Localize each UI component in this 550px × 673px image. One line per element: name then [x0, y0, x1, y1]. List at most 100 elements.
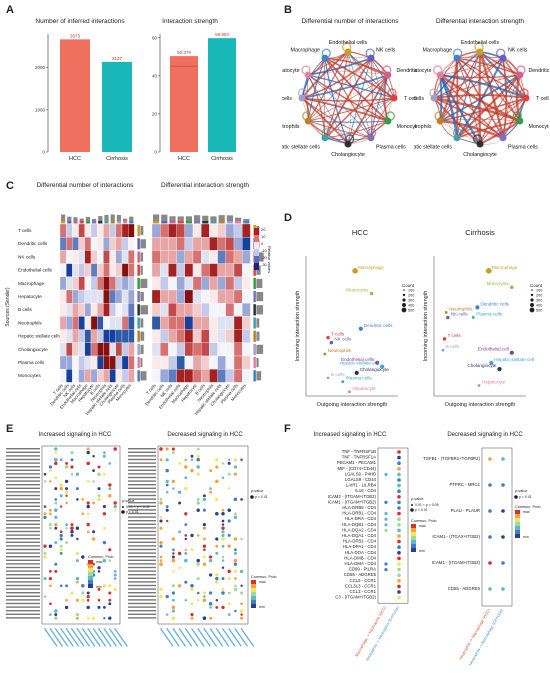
dotplot-e-dot [81, 498, 85, 501]
heatmap-cell [225, 316, 235, 330]
bar-value-label: 59.804 [215, 32, 229, 37]
heatmap-side-bar [140, 358, 143, 368]
heatmap-side-bar [256, 371, 262, 381]
dotplot-e-row-label [6, 588, 40, 590]
heatmap-cell [176, 263, 185, 277]
dotplot-e-dot [171, 447, 175, 451]
scatter-point-label: Endothelial cell [478, 347, 509, 352]
heatmap-cell [225, 250, 235, 264]
dotplot-e-dot [184, 548, 188, 552]
heatmap-cell [233, 342, 243, 357]
dotplot-e-row-label [128, 458, 156, 461]
dotplot-e-row-label [6, 480, 40, 482]
heatmap-cell [184, 303, 194, 317]
dotplot-e-row-label [128, 559, 156, 561]
scatter-point-label: Hepatocyte [482, 379, 506, 384]
dotplot-e-row-label [128, 487, 156, 489]
heatmap-cell [59, 342, 67, 357]
network-node-label: T cells [536, 96, 549, 102]
heatmap-cell [176, 223, 185, 238]
dotplot-e-left-color-min: min [96, 585, 102, 589]
dotplot-e-dot [233, 537, 238, 541]
scatter-point [352, 268, 358, 274]
dotplot-e-dot [234, 548, 237, 552]
heatmap-cell [72, 223, 79, 238]
heatmap-cell [184, 355, 194, 370]
heatmap-cell [192, 237, 202, 251]
heatmap-cell [151, 303, 161, 317]
x-tick-label: Cirrhosis [211, 156, 233, 162]
network-edge [433, 57, 458, 99]
dotplot-e-row-label [128, 527, 156, 529]
heatmap-side-bar [256, 265, 261, 275]
dotplot-e-dot [65, 501, 68, 505]
dotplot-e-dot [113, 504, 117, 509]
size-legend-dot [529, 307, 535, 313]
dotplot-e-dot [227, 577, 231, 581]
heatmap-cell [66, 355, 73, 370]
network-node [304, 117, 312, 125]
dotplot-f-left-color-title: Commun. Prob. [411, 519, 438, 523]
heatmap-cell [201, 289, 210, 304]
dotplot-e-dot [43, 505, 47, 509]
dotplot-e-col-label [103, 628, 118, 647]
heatmap-cell [97, 303, 104, 317]
size-legend-dot [531, 289, 533, 291]
heatmap-col-color [194, 221, 201, 224]
dotplot-e-row-label [128, 566, 156, 569]
network-edge [440, 118, 520, 122]
heatmap-col-color [210, 221, 217, 224]
dotplot-e-row-label [6, 462, 40, 464]
heatmap-cell [66, 276, 73, 291]
dotplot-f-dot [397, 500, 401, 505]
dotplot-e-row-label [6, 498, 40, 500]
network-node [522, 94, 530, 102]
dotplot-e-row-label [6, 617, 40, 619]
network-edge [478, 51, 505, 139]
heatmap-row-label: Plasma cells [18, 360, 45, 365]
dotplot-e-row-label [128, 480, 156, 482]
heatmap-cell [109, 369, 116, 383]
dotplot-e-dot [171, 537, 176, 541]
heatmap-cell [168, 303, 177, 317]
heatmap-cell [84, 342, 92, 357]
network-edge [308, 120, 372, 139]
dotplot-e-dot [240, 616, 244, 620]
dotplot-e-row-label [128, 581, 156, 583]
dotplot-e-dot [65, 526, 68, 530]
network-node-label: Dendritic cells [528, 68, 549, 74]
dotplot-f-dot [384, 528, 388, 532]
dotplot-f-right-color-min: min [523, 535, 529, 539]
dotplot-e-row-label [128, 574, 156, 576]
heatmap-cell [97, 369, 104, 383]
bar-chart-strength-title: Interaction strength [162, 18, 218, 25]
heatmap-cell [84, 303, 92, 317]
heatmap-cell [103, 276, 110, 291]
dotplot-e-dot [215, 458, 219, 462]
dotplot-e-dot [81, 512, 85, 516]
dotplot-e-dot [165, 505, 169, 508]
dotplot-e-dot [233, 558, 238, 563]
heatmap-row-color [253, 330, 256, 342]
dotplot-e-col-label [209, 628, 224, 647]
dotplot-e-dot [159, 498, 163, 501]
heatmap-cell [97, 263, 104, 277]
dotplot-e-dot [59, 584, 63, 588]
dotplot-e-dot [208, 555, 213, 559]
heatmap-cell [59, 223, 67, 238]
network-node-label: Macrophage [423, 48, 452, 54]
heatmap-cell [90, 276, 98, 291]
dotplot-f-left-row-label: HLA-DMA - CD4 [344, 561, 376, 566]
dotplot-e-row-label [6, 613, 40, 615]
dotplot-e-dot [202, 616, 207, 620]
dotplot-f-dot [501, 509, 505, 513]
dotplot-e-dot [165, 479, 169, 484]
heatmap-cell [225, 289, 235, 304]
dotplot-e-dot [215, 479, 219, 484]
network-node-label: NK cells [508, 48, 528, 54]
scatter-point-label: Plasma cells [346, 376, 372, 381]
dotplot-e-dot [209, 490, 212, 494]
heatmap-row-label: B cells [18, 307, 32, 312]
dotplot-f-dot [397, 562, 401, 566]
size-legend-label: 100 [408, 289, 414, 293]
